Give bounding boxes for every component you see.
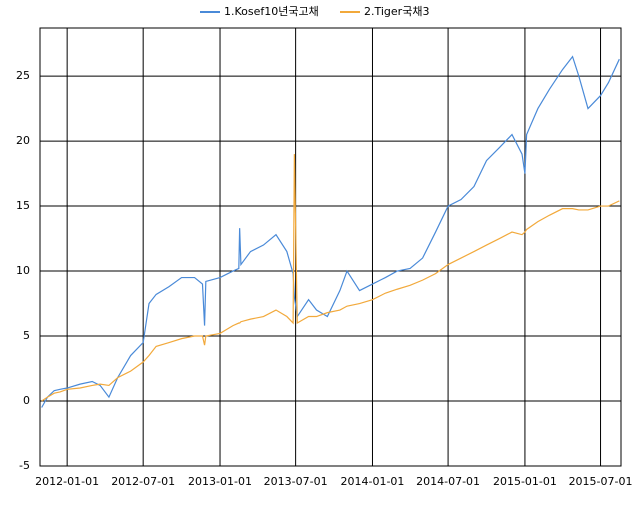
y-tick-label: -5	[19, 459, 30, 472]
series-line	[41, 154, 620, 402]
y-tick-label: 25	[16, 69, 30, 82]
legend-label: 2.Tiger국채3	[364, 5, 429, 18]
x-tick-label: 2012-01-01	[35, 475, 99, 488]
legend-label: 1.Kosef10년국고채	[224, 5, 319, 18]
x-tick-label: 2013-01-01	[188, 475, 252, 488]
y-tick-label: 15	[16, 199, 30, 212]
y-tick-label: 5	[23, 329, 30, 342]
x-tick-label: 2015-07-01	[569, 475, 633, 488]
y-tick-label: 20	[16, 134, 30, 147]
plot-border	[39, 27, 622, 467]
x-tick-label: 2013-07-01	[264, 475, 328, 488]
x-tick-label: 2014-07-01	[416, 475, 480, 488]
x-tick-label: 2012-07-01	[111, 475, 175, 488]
x-tick-label: 2015-01-01	[493, 475, 557, 488]
series-line	[41, 55, 620, 408]
y-tick-label: 0	[23, 394, 30, 407]
x-tick-label: 2014-01-01	[341, 475, 405, 488]
y-tick-label: 10	[16, 264, 30, 277]
